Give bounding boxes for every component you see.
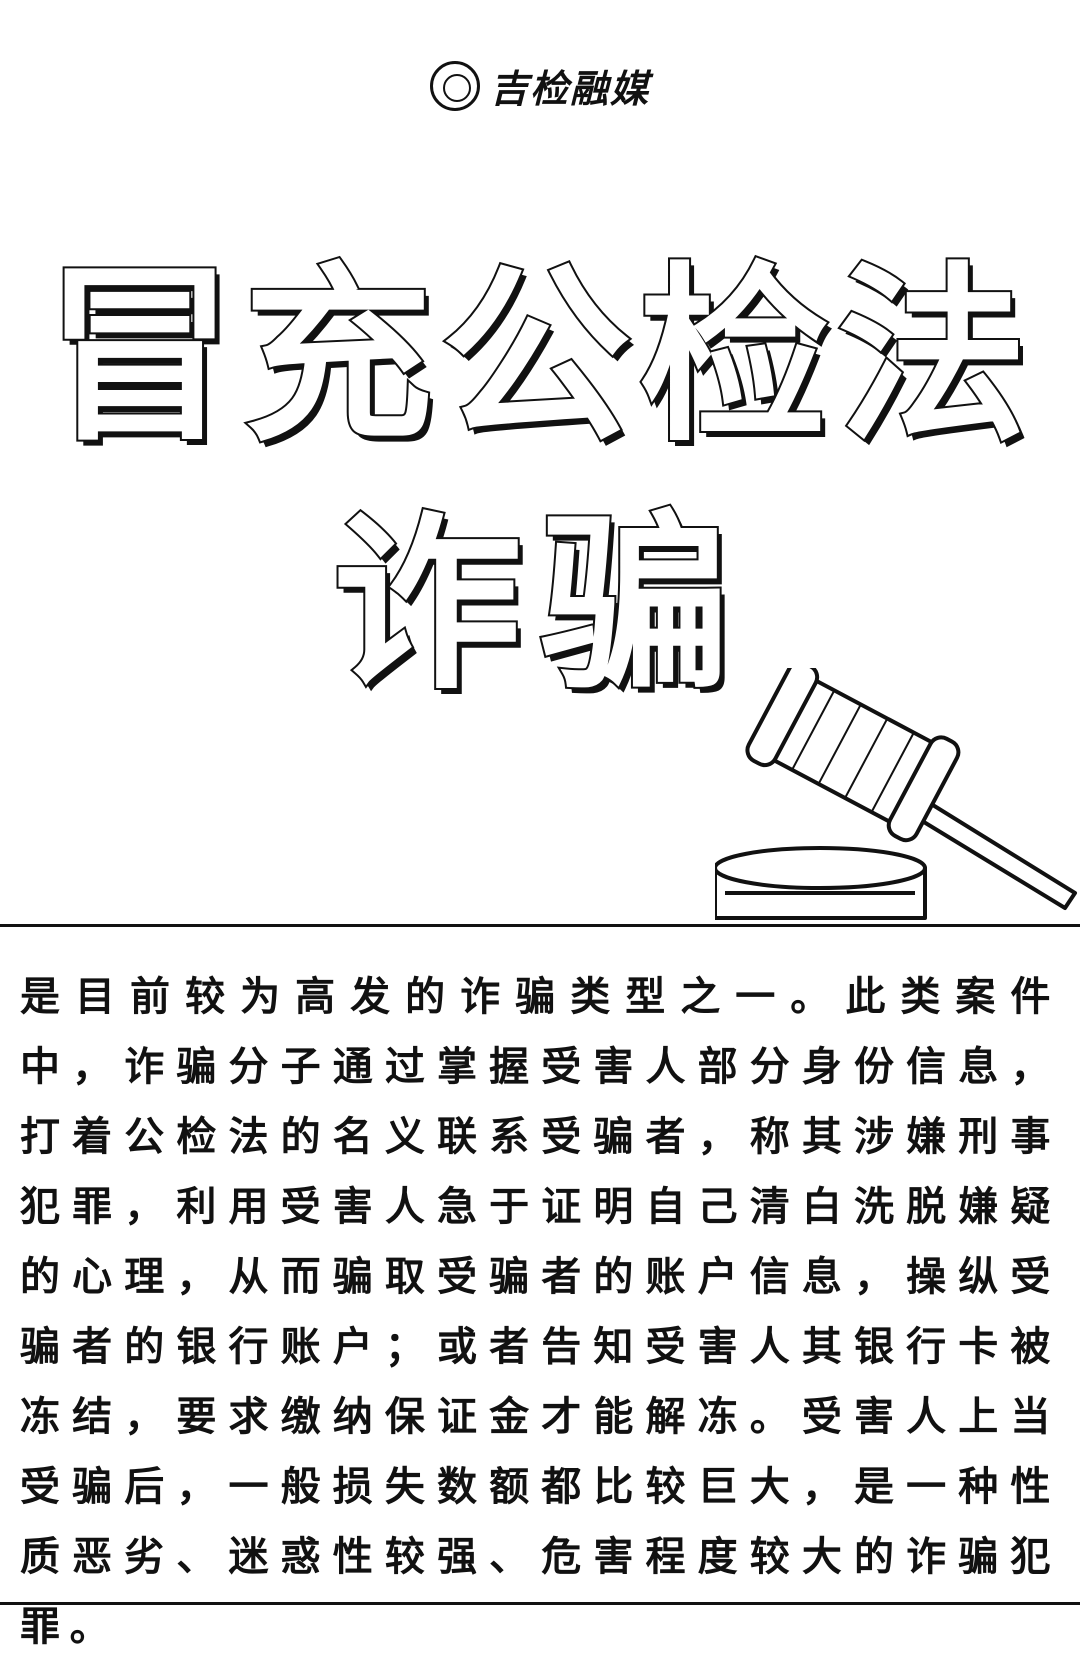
header-logo: 吉检融媒	[0, 58, 1080, 113]
body-paragraph: 是目前较为高发的诈骗类型之一。此类案件中，诈骗分子通过掌握受害人部分身份信息，打…	[20, 974, 1060, 1650]
headline-line-1: 冒充公检法	[43, 246, 1035, 467]
judge-gavel-icon	[715, 668, 1077, 920]
top-divider	[0, 924, 1080, 927]
bottom-divider	[0, 1602, 1080, 1605]
headline-line-2: 诈骗	[330, 494, 748, 715]
procuratorate-emblem-icon	[429, 60, 480, 111]
logo-text: 吉检融媒	[489, 67, 650, 111]
